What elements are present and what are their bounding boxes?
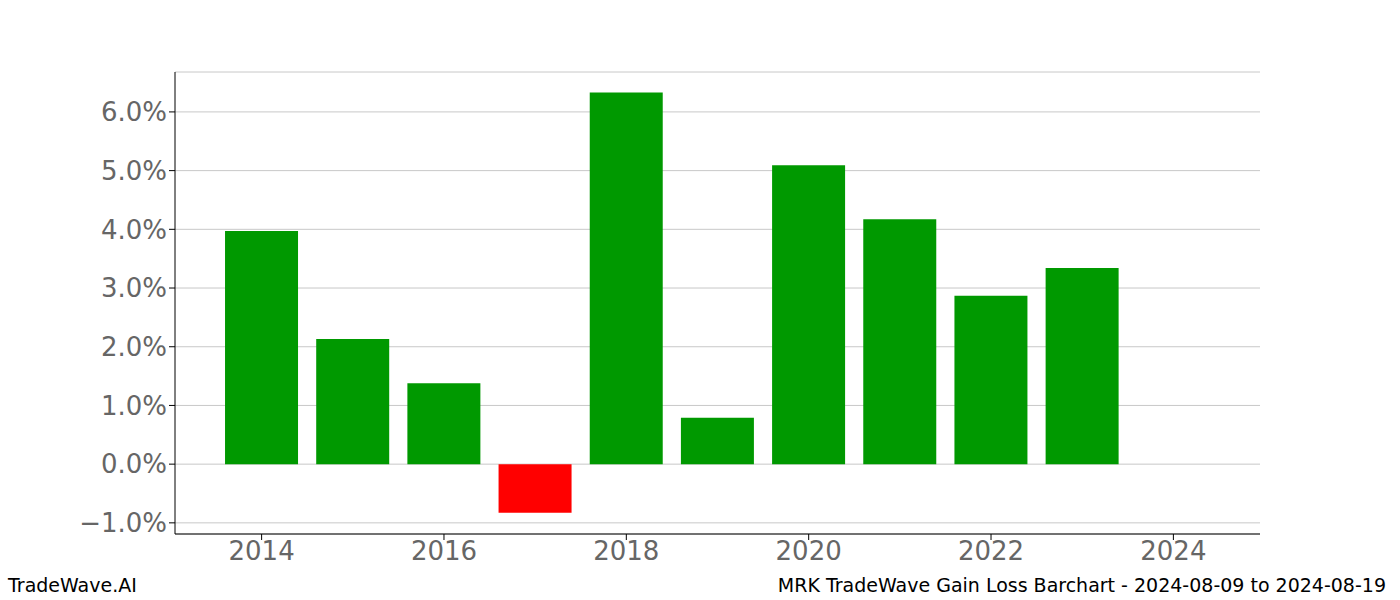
svg-text:2016: 2016 [411, 536, 477, 566]
svg-text:2022: 2022 [958, 536, 1024, 566]
svg-text:2024: 2024 [1140, 536, 1206, 566]
svg-text:2014: 2014 [229, 536, 295, 566]
svg-text:−1.0%: −1.0% [79, 508, 167, 538]
svg-text:2020: 2020 [776, 536, 842, 566]
html-text:TradeWave.AI: TradeWave.AI [8, 574, 137, 596]
svg-text:2018: 2018 [593, 536, 659, 566]
svg-text:3.0%: 3.0% [101, 273, 167, 303]
svg-text:2.0%: 2.0% [101, 332, 167, 362]
svg-text:0.0%: 0.0% [101, 449, 167, 479]
svg-text:6.0%: 6.0% [101, 97, 167, 127]
svg-text:4.0%: 4.0% [101, 215, 167, 245]
svg-text:5.0%: 5.0% [101, 156, 167, 186]
html-text:MRK TradeWave Gain Loss Barcha: MRK TradeWave Gain Loss Barchart - 2024-… [777, 574, 1386, 596]
svg-text:1.0%: 1.0% [101, 391, 167, 421]
